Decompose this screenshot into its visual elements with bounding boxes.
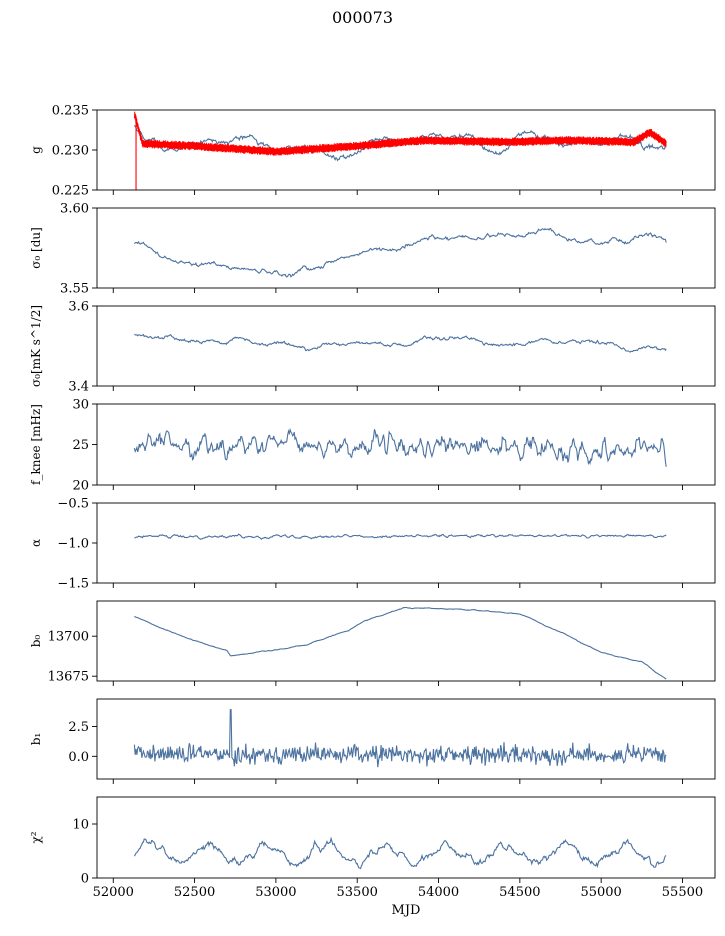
panel-6: 13675 13700 b₀ (29, 600, 716, 686)
figure-title: 000073 (331, 8, 394, 27)
y-axis-label: σ₀ [du] (29, 227, 43, 269)
axes-frame (96, 207, 716, 289)
axes-frame (96, 403, 716, 486)
y-tick-label: 10 (72, 818, 89, 833)
series-line (134, 333, 667, 353)
y-axis-label: g (29, 146, 43, 154)
series-line (134, 533, 667, 540)
series-line (133, 427, 667, 467)
y-tick-label: 13700 (48, 630, 89, 645)
panel-1: 0.225 0.230 0.235 g (29, 104, 716, 199)
y-axis-label: α (29, 539, 43, 547)
x-axis-label: MJD (392, 903, 421, 918)
y-axis-label: σ₀[mK s^1/2] (29, 305, 43, 387)
y-axis-label: b₀ (29, 635, 43, 648)
panel-5: −1.5 −1.0 −0.5 α (29, 497, 716, 592)
x-tick-label: 55500 (662, 885, 703, 900)
x-tick-label: 54000 (418, 885, 459, 900)
y-axis-label: f_knee [mHz] (29, 404, 43, 485)
x-tick-label: 53000 (255, 885, 296, 900)
axes-frame (96, 698, 716, 780)
y-tick-label: 0 (81, 872, 89, 887)
y-tick-label: −0.5 (57, 497, 89, 512)
x-tick-label: 53500 (337, 885, 378, 900)
y-tick-label: 0.230 (52, 144, 89, 159)
y-tick-label: 30 (72, 398, 89, 413)
axes-frame (96, 305, 716, 387)
y-tick-label: 2.5 (68, 720, 89, 735)
y-tick-label: 20 (72, 479, 89, 494)
x-tick-label: 52000 (93, 885, 134, 900)
y-tick-label: 3.55 (60, 282, 89, 297)
panel-4: 20 25 30 f_knee [mHz] (29, 398, 716, 494)
panel-7: 0.0 2.5 b₁ (29, 698, 716, 784)
series-line (134, 606, 667, 680)
y-tick-label: 0.225 (52, 184, 89, 199)
y-tick-label: 25 (72, 438, 89, 453)
y-tick-label: 3.60 (60, 202, 89, 217)
y-axis-label: b₁ (29, 733, 43, 746)
panel-3: 3.4 3.6 σ₀[mK s^1/2] (29, 300, 716, 395)
y-axis-label: χ² (29, 831, 43, 843)
x-tick-label: 54500 (499, 885, 540, 900)
y-tick-label: −1.0 (57, 537, 89, 552)
series-line (133, 709, 667, 768)
series-line (133, 228, 667, 278)
y-tick-label: 3.6 (68, 300, 89, 315)
y-tick-label: 0.0 (68, 750, 89, 765)
panel-8: 0 10 χ² (29, 796, 716, 887)
y-tick-label: 3.4 (68, 380, 89, 395)
y-tick-label: 0.235 (52, 104, 89, 119)
y-tick-label: 13675 (48, 670, 89, 685)
x-tick-label: 55000 (580, 885, 621, 900)
panel-2: 3.55 3.60 σ₀ [du] (29, 202, 716, 297)
y-tick-label: −1.5 (57, 577, 89, 592)
axes-frame (96, 600, 716, 682)
series-line (133, 836, 667, 870)
x-tick-label: 52500 (174, 885, 215, 900)
axes-frame (96, 796, 716, 879)
axes-frame (96, 502, 716, 584)
overlay-line (133, 111, 667, 156)
